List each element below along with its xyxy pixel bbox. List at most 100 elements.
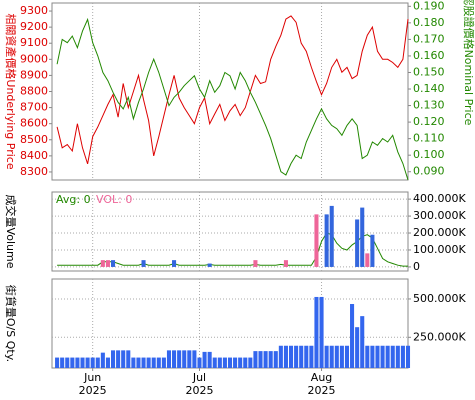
y2-tick-label: 0.110 [413, 132, 445, 145]
y2-tick-label: 200.000K [413, 226, 466, 239]
bar [344, 345, 350, 368]
bar [141, 357, 146, 368]
bar [172, 260, 177, 267]
bar [400, 345, 405, 368]
bar [116, 350, 121, 368]
bar [370, 234, 375, 267]
bar [283, 345, 288, 368]
y2-tick-label: 400.000K [413, 192, 466, 205]
y2-tick-label: 300.000K [413, 209, 466, 222]
y-tick-label: 9000 [20, 52, 48, 65]
bar [146, 357, 151, 368]
y2-tick-label: 0.160 [413, 49, 445, 62]
bar [278, 345, 283, 368]
bar [253, 351, 258, 368]
y-axis-title: 街貨量O/S Qty. [4, 285, 18, 362]
bar [329, 205, 334, 267]
x-tick-label: Jun [83, 371, 101, 384]
bar [222, 357, 227, 368]
legend-entry: VOL: 0 [96, 193, 132, 206]
y-tick-label: 8700 [20, 101, 48, 114]
bar [238, 357, 243, 368]
y-tick-label: 9300 [20, 4, 48, 17]
y-tick-label: 8500 [20, 133, 48, 146]
y2-tick-label: 0.180 [413, 16, 445, 29]
bar [126, 350, 131, 368]
bar [197, 357, 202, 368]
bar [75, 357, 80, 368]
bar [161, 357, 166, 368]
bar [258, 351, 263, 368]
bar [263, 351, 268, 368]
bar [207, 351, 212, 368]
bar [390, 345, 395, 368]
bar [156, 357, 161, 368]
bar [360, 316, 365, 368]
bar [385, 345, 390, 368]
bar [324, 214, 329, 267]
panel-frame [51, 278, 409, 369]
y-tick-label: 9200 [20, 20, 48, 33]
bar [273, 351, 278, 368]
y-tick-label: 8400 [20, 149, 48, 162]
bar [136, 357, 141, 368]
bar [172, 350, 177, 368]
bar [299, 345, 304, 368]
y2-tick-label: 100.000K [413, 243, 466, 256]
y2-tick-label: 0.090 [413, 165, 445, 178]
y2-tick-label: 0.170 [413, 32, 445, 45]
bar [314, 214, 319, 267]
bar [283, 260, 288, 267]
y-tick-label: 8300 [20, 165, 48, 178]
bar [329, 345, 334, 368]
bar [227, 357, 233, 368]
bar [360, 207, 365, 267]
x-tick-label: Aug [311, 371, 332, 384]
bar [177, 350, 182, 368]
bar [95, 357, 100, 368]
bar [375, 345, 380, 368]
bar [370, 345, 375, 368]
bar [350, 304, 355, 368]
bar [105, 260, 110, 267]
y2-tick-label: 0.140 [413, 82, 445, 95]
bar [70, 357, 75, 368]
y2-tick-label: 0.120 [413, 115, 445, 128]
bar [365, 345, 370, 368]
bar [324, 345, 329, 368]
y2-tick-label: 0.100 [413, 148, 445, 161]
bar [355, 327, 360, 368]
y-tick-label: 9100 [20, 36, 48, 49]
bar [192, 350, 197, 368]
bar [253, 260, 258, 267]
line-series [56, 15, 409, 165]
bar [334, 345, 339, 368]
y2-axis-title: 認股證價格Nominal Price [462, 0, 475, 126]
bar [90, 357, 95, 368]
bar [355, 219, 360, 267]
x-tick-label: Jul [192, 371, 206, 384]
bar [60, 357, 65, 368]
bar [309, 345, 314, 368]
bar [304, 345, 309, 368]
x-tick-year: 2025 [308, 384, 336, 397]
bar [110, 350, 116, 368]
line-series [56, 17, 409, 181]
bar [100, 260, 105, 267]
bar [380, 345, 385, 368]
bar [314, 296, 319, 368]
x-tick-year: 2025 [185, 384, 213, 397]
bar [319, 296, 324, 368]
bar [233, 357, 238, 368]
bar [187, 350, 192, 368]
bar [166, 350, 172, 368]
bar [80, 357, 85, 368]
bar [105, 357, 110, 368]
bar [100, 352, 105, 368]
bar [339, 345, 344, 368]
bar [131, 357, 136, 368]
y-tick-label: 8900 [20, 68, 48, 81]
bar [268, 351, 273, 368]
bar [207, 263, 212, 267]
bar [212, 357, 217, 368]
